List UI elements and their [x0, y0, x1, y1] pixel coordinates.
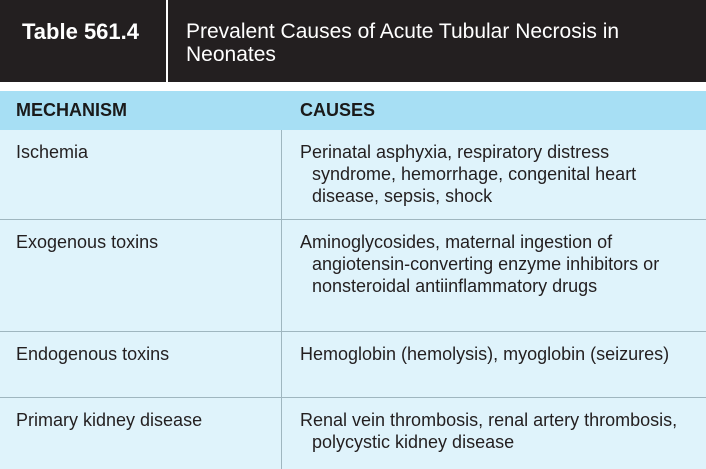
- table-row: Ischemia Perinatal asphyxia, respiratory…: [0, 130, 706, 220]
- causes-cell: Aminoglycosides, maternal ingestion of a…: [300, 232, 660, 296]
- column-header-mechanism: MECHANISM: [16, 100, 127, 120]
- column-header-causes: CAUSES: [300, 100, 376, 120]
- table-row: Exogenous toxins Aminoglycosides, matern…: [0, 220, 706, 332]
- table-row: Primary kidney disease Renal vein thromb…: [0, 398, 706, 469]
- causes-cell: Perinatal asphyxia, respiratory distress…: [300, 142, 637, 206]
- causes-cell: Hemoglobin (hemolysis), myoglobin (seizu…: [300, 344, 670, 364]
- table-title-bar: Table 561.4 Prevalent Causes of Acute Tu…: [0, 0, 706, 82]
- table-row: Endogenous toxins Hemoglobin (hemolysis)…: [0, 332, 706, 398]
- table-title: Prevalent Causes of Acute Tubular Necros…: [186, 20, 620, 66]
- causes-cell: Renal vein thrombosis, renal artery thro…: [300, 410, 678, 452]
- table-number: Table 561.4: [0, 0, 168, 82]
- table-header-row: MECHANISM CAUSES: [0, 91, 706, 130]
- mechanism-cell: Primary kidney disease: [0, 398, 282, 469]
- mechanism-cell: Ischemia: [0, 130, 282, 219]
- mechanism-cell: Endogenous toxins: [0, 332, 282, 397]
- mechanism-cell: Exogenous toxins: [0, 220, 282, 331]
